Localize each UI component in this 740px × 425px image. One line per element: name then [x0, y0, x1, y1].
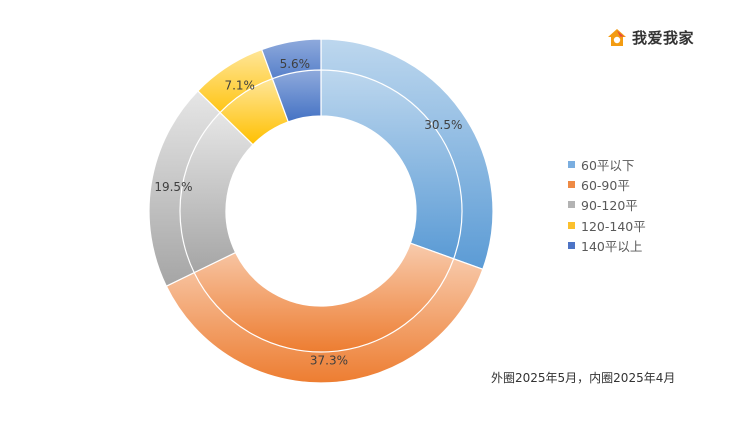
outer-ring-label-2: 19.5%: [154, 180, 192, 194]
legend-item: 90-120平: [568, 195, 646, 215]
inner-ring-slice-0: [320, 69, 463, 260]
legend-swatch: [568, 221, 575, 229]
inner-ring-slice-1: [193, 242, 455, 353]
outer-ring-label-0: 30.5%: [424, 118, 462, 132]
legend-swatch: [568, 242, 575, 250]
brand-logo: 我爱我家: [607, 27, 694, 48]
legend-item: 120-140平: [568, 215, 646, 235]
legend-swatch: [568, 181, 575, 189]
legend-label: 60-90平: [581, 178, 630, 194]
legend-item: 140平以上: [568, 236, 646, 256]
legend-label: 60平以下: [581, 157, 635, 173]
legend-swatch: [568, 160, 575, 168]
outer-ring-label-4: 5.6%: [280, 57, 311, 71]
legend-item: 60-90平: [568, 174, 646, 194]
house-logo-icon: [608, 28, 626, 46]
legend-label: 90-120平: [581, 198, 638, 214]
legend-swatch: [568, 201, 575, 209]
brand-name: 我爱我家: [632, 29, 695, 47]
legend-item: 60平以下: [568, 154, 646, 174]
outer-ring-label-1: 37.3%: [310, 353, 348, 367]
inner-ring-slice-4: [271, 69, 322, 123]
chart-footnote: 外圈2025年5月，内圈2025年4月: [491, 371, 676, 385]
chart-legend: 60平以下 60-90平 90-120平 120-140平 140平以上: [568, 154, 646, 256]
legend-label: 140平以上: [581, 239, 643, 255]
outer-ring-label-3: 7.1%: [224, 79, 255, 93]
legend-label: 120-140平: [581, 218, 646, 234]
